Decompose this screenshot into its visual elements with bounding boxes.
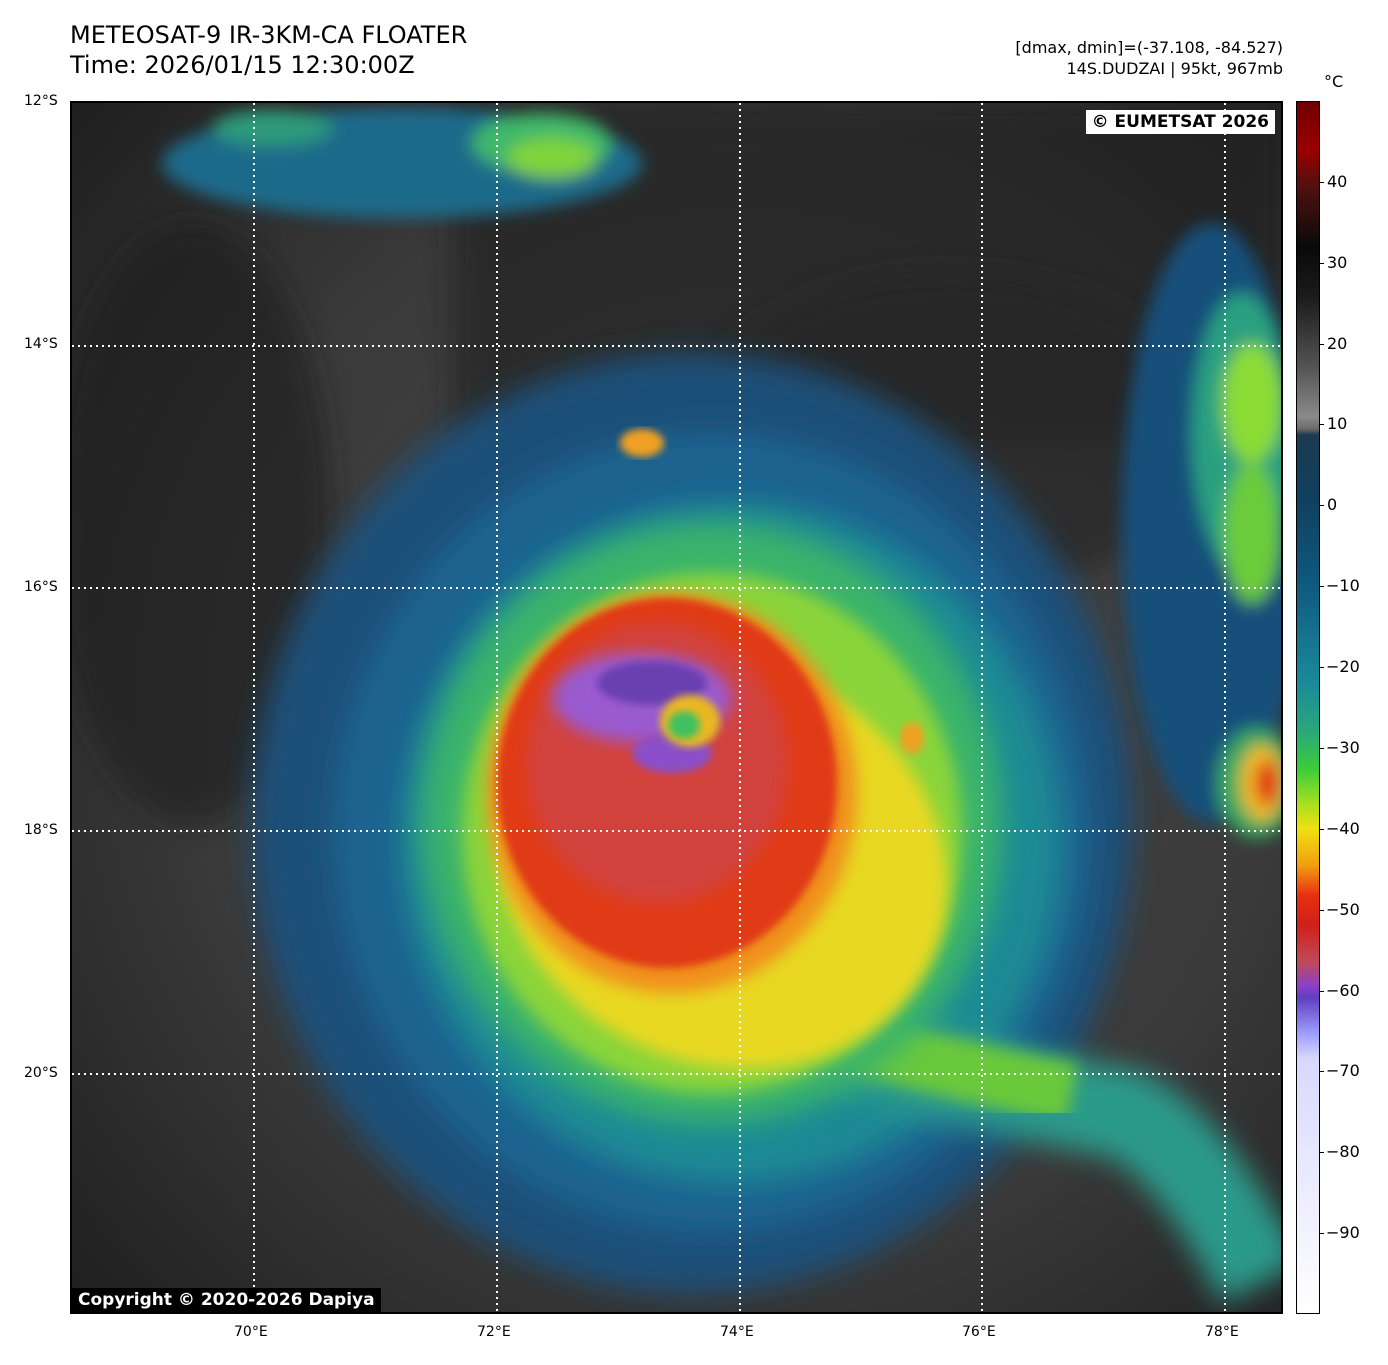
colorbar-tick-mark xyxy=(1320,181,1324,183)
colorbar-tick-mark xyxy=(1320,505,1324,507)
colorbar-tick-mark xyxy=(1320,1233,1324,1235)
colorbar-tick-label: 20 xyxy=(1327,333,1348,353)
satellite-image-canvas xyxy=(72,103,1281,1312)
colorbar-tick-label: −70 xyxy=(1326,1061,1360,1081)
lon-label: 72°E xyxy=(477,1324,511,1340)
colorbar-tick-mark xyxy=(1320,747,1324,749)
colorbar-tick-mark xyxy=(1320,424,1324,426)
colorbar-unit: °C xyxy=(1324,72,1344,91)
colorbar-tick-mark xyxy=(1320,990,1324,992)
colorbar-tick-mark xyxy=(1320,909,1324,911)
colorbar-tick-label: −90 xyxy=(1326,1223,1360,1243)
colorbar-tick-label: −50 xyxy=(1326,899,1360,919)
colorbar-tick-label: −40 xyxy=(1326,818,1360,838)
image-title: METEOSAT-9 IR-3KM-CA FLOATER xyxy=(70,21,468,49)
lat-label: 12°S xyxy=(24,93,58,109)
colorbar-tick-label: 0 xyxy=(1327,495,1338,515)
storm-info-text: 14S.DUDZAI | 95kt, 967mb xyxy=(1066,59,1284,78)
satellite-image: © EUMETSAT 2026 Copyright © 2020-2026 Da… xyxy=(70,101,1283,1314)
lat-label: 20°S xyxy=(24,1065,58,1081)
image-time: Time: 2026/01/15 12:30:00Z xyxy=(70,51,415,79)
lon-label: 70°E xyxy=(234,1324,268,1340)
lat-label: 14°S xyxy=(24,336,58,352)
lat-label: 16°S xyxy=(24,579,58,595)
colorbar-tick-mark xyxy=(1320,667,1324,669)
colorbar-tick-label: 40 xyxy=(1327,171,1348,191)
northern-cloud-band xyxy=(162,108,642,218)
colorbar-tick-mark xyxy=(1320,1071,1324,1073)
colorbar xyxy=(1296,101,1320,1314)
lon-label: 74°E xyxy=(720,1324,754,1340)
colorbar-tick-mark xyxy=(1320,828,1324,830)
lon-label: 78°E xyxy=(1205,1324,1239,1340)
colorbar-tick-mark xyxy=(1320,262,1324,264)
colorbar-tick-label: −20 xyxy=(1326,657,1360,677)
colorbar-tick-label: −10 xyxy=(1326,576,1360,596)
colorbar-tick-label: −80 xyxy=(1326,1142,1360,1162)
lat-label: 18°S xyxy=(24,822,58,838)
colorbar-tick-label: −30 xyxy=(1326,737,1360,757)
colorbar-tick-mark xyxy=(1320,586,1324,588)
lon-label: 76°E xyxy=(962,1324,996,1340)
data-range-text: [dmax, dmin]=(-37.108, -84.527) xyxy=(1015,38,1283,57)
colorbar-tick-mark xyxy=(1320,1152,1324,1154)
colorbar-tick-label: 10 xyxy=(1327,414,1348,434)
colorbar-tick-label: −60 xyxy=(1326,980,1360,1000)
storm-eye xyxy=(668,711,700,739)
colorbar-tick-label: 30 xyxy=(1327,252,1348,272)
eumetsat-copyright: © EUMETSAT 2026 xyxy=(1085,110,1275,134)
eastern-cloud-band xyxy=(1122,223,1281,838)
dapiya-copyright: Copyright © 2020-2026 Dapiya xyxy=(72,1288,381,1312)
colorbar-tick-mark xyxy=(1320,343,1324,345)
storm-system xyxy=(252,353,1281,1304)
